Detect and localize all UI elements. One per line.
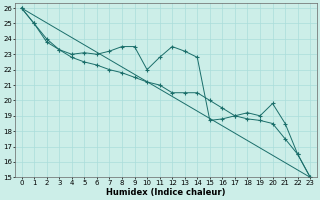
X-axis label: Humidex (Indice chaleur): Humidex (Indice chaleur)	[106, 188, 226, 197]
